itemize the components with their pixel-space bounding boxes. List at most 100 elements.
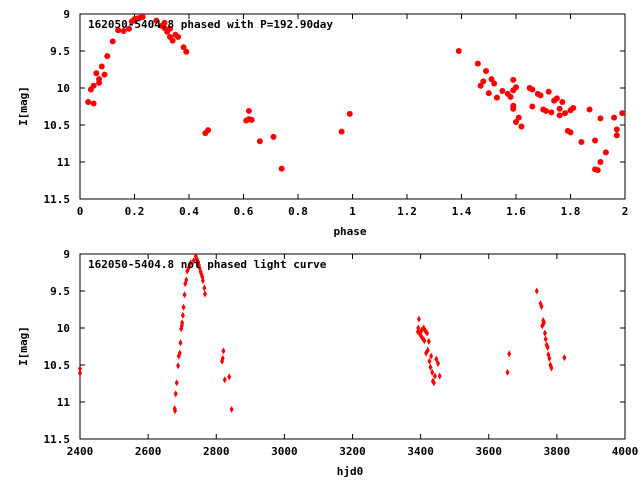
unphased-data-point: [428, 363, 433, 371]
phased-data-point: [183, 48, 190, 55]
phased-data-point: [611, 114, 618, 121]
phased-y-tick-label: 11.5: [44, 193, 71, 206]
phased-data-point: [488, 76, 495, 83]
unphased-data-point: [181, 303, 186, 311]
unphased-panel: 2400 2600 2800 3000 3200 3400 3600 3800 4000 9 9.…: [17, 248, 638, 478]
unphased-data-point: [429, 352, 434, 360]
phased-data-point: [278, 165, 285, 172]
phased-data-point: [474, 60, 481, 67]
phased-data-point: [586, 106, 593, 113]
phased-y-axis-title: I[mag]: [17, 86, 30, 126]
unphased-x-tick-label: 3400: [407, 445, 434, 458]
unphased-data-point: [545, 343, 550, 351]
unphased-x-tick-label: 3800: [544, 445, 571, 458]
unphased-data-point: [437, 372, 442, 380]
unphased-data-point: [191, 257, 196, 265]
unphased-data-point: [173, 407, 178, 415]
unphased-data-point: [427, 357, 432, 365]
phased-data-point: [245, 107, 252, 114]
phased-data-point: [248, 116, 255, 123]
unphased-data-point: [435, 360, 440, 368]
unphased-data-point: [178, 339, 183, 347]
unphased-y-tick-label: 10.5: [44, 359, 71, 372]
phased-data-point: [602, 149, 609, 156]
phased-data-point: [518, 123, 525, 130]
phased-data-point: [109, 38, 116, 45]
phased-data-point: [485, 90, 492, 97]
unphased-data-point: [78, 369, 82, 377]
unphased-data-point: [431, 379, 436, 387]
unphased-data-point: [187, 263, 191, 271]
phased-data-point: [513, 84, 519, 91]
phased-data-point: [90, 82, 97, 89]
phased-data-point: [270, 133, 277, 140]
unphased-data-point: [505, 368, 510, 376]
unphased-data-point: [425, 329, 430, 337]
phased-data-point: [597, 159, 604, 165]
unphased-data-point: [188, 259, 193, 267]
phased-data-point: [515, 114, 522, 121]
phased-data-point: [153, 17, 160, 24]
phased-data-point: [567, 129, 574, 136]
phased-data-point: [556, 105, 563, 112]
unphased-y-tick-label: 9: [63, 248, 70, 261]
unphased-data-point: [534, 287, 539, 295]
unphased-x-tick-label: 2400: [67, 445, 94, 458]
unphased-data-point: [176, 362, 181, 370]
unphased-data-point: [173, 390, 178, 398]
phased-x-tick-label: 0.4: [179, 205, 199, 218]
unphased-data-point: [180, 311, 185, 319]
unphased-chart-title: 162050-5404.8 not phased light curve: [88, 258, 327, 271]
unphased-data-point: [180, 319, 185, 327]
phased-data-point: [120, 28, 127, 35]
unphased-data-point: [507, 350, 512, 358]
unphased-data-point: [177, 349, 182, 357]
phased-data-point: [562, 110, 569, 117]
unphased-data-point: [542, 329, 547, 337]
phased-data-point: [529, 103, 536, 110]
unphased-plot-frame: [79, 253, 626, 440]
phased-data-point: [104, 53, 111, 60]
unphased-data-point: [432, 372, 437, 380]
phased-data-point: [115, 27, 122, 34]
phased-data-point: [578, 139, 585, 146]
phased-data-point: [553, 95, 560, 102]
unphased-data-point: [182, 291, 187, 299]
phased-y-ticks: 9 9.5 10 10.5 11 11.5: [44, 8, 625, 206]
phased-data-point: [548, 109, 555, 116]
phased-x-tick-label: 1.6: [506, 205, 526, 218]
unphased-data-point: [541, 319, 546, 327]
phased-x-tick-label: 0.6: [234, 205, 254, 218]
unphased-data-point: [539, 303, 544, 311]
unphased-x-axis-title: hjd0: [337, 465, 364, 478]
phased-x-tick-label: 1: [349, 205, 356, 218]
phased-data-point: [175, 33, 182, 40]
unphased-data-point: [221, 347, 226, 355]
phased-data-point: [346, 110, 353, 117]
phased-x-tick-label: 0.8: [288, 205, 308, 218]
unphased-data-point: [203, 290, 208, 298]
unphased-data-point: [78, 365, 82, 373]
phased-data-point: [139, 13, 146, 20]
phased-y-tick-label: 11: [57, 156, 71, 169]
unphased-data-point: [430, 368, 435, 376]
unphased-points: [78, 252, 567, 415]
unphased-data-point: [416, 324, 421, 332]
phased-data-point: [545, 88, 552, 95]
unphased-data-point: [543, 335, 548, 343]
phased-x-tick-label: 2: [622, 205, 629, 218]
phased-data-point: [613, 126, 620, 133]
phased-y-tick-label: 9.5: [50, 45, 70, 58]
phased-data-point: [256, 138, 263, 145]
phased-x-tick-label: 0.2: [125, 205, 145, 218]
phased-y-tick-label: 9: [63, 8, 70, 21]
phased-data-point: [477, 82, 484, 89]
unphased-x-tick-label: 2600: [135, 445, 162, 458]
phased-x-tick-label: 1.4: [452, 205, 472, 218]
phased-data-point: [529, 86, 536, 93]
unphased-data-point: [200, 277, 205, 285]
unphased-data-point: [549, 364, 554, 372]
phased-data-point: [559, 99, 566, 106]
phased-data-point: [180, 44, 187, 51]
